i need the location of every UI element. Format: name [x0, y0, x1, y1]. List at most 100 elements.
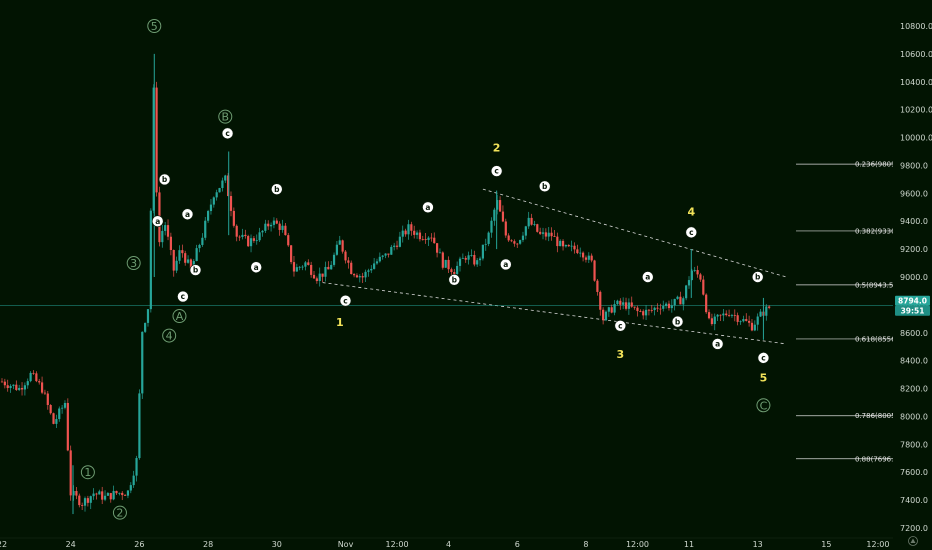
- candle-body: [659, 309, 661, 310]
- candle-body: [350, 263, 352, 274]
- candle-body: [27, 381, 29, 385]
- candle-body: [714, 317, 716, 324]
- candle-body: [90, 496, 92, 503]
- candle-body: [545, 232, 547, 236]
- x-tick-label: 15: [821, 540, 831, 549]
- candle-body: [38, 381, 40, 382]
- y-tick-label: 9600.0: [900, 189, 928, 198]
- candle-body: [465, 258, 467, 260]
- candle-body: [708, 312, 710, 318]
- wave-label-primary: 1: [336, 316, 344, 329]
- candle-body: [682, 298, 684, 304]
- candle-body: [639, 311, 641, 312]
- wave-label-primary: 4: [687, 206, 695, 219]
- fib-level-label: 0.5(8943.5): [855, 281, 896, 289]
- candle-body: [551, 233, 553, 236]
- candle-body: [12, 385, 14, 386]
- candle-body: [290, 245, 292, 262]
- candle-body: [413, 231, 415, 235]
- candle-body: [261, 231, 263, 232]
- wave-label-circled: B: [222, 111, 230, 124]
- x-tick-label: 22: [0, 540, 7, 549]
- x-tick-label: 4: [446, 540, 451, 549]
- candle-body: [608, 307, 610, 311]
- candle-body: [144, 323, 146, 332]
- candle-body: [98, 491, 100, 494]
- candle-body: [104, 496, 106, 500]
- candle-body: [287, 235, 289, 245]
- candle-body: [568, 245, 570, 246]
- candle-body: [585, 257, 587, 259]
- candle-body: [150, 211, 152, 309]
- candle-body: [4, 382, 6, 386]
- candle-body: [654, 308, 656, 310]
- candle-body: [410, 224, 412, 231]
- y-tick-label: 10400.0: [900, 78, 932, 87]
- candle-body: [731, 315, 733, 316]
- wave-label-primary: 2: [493, 142, 501, 155]
- candle-body: [553, 236, 555, 237]
- wave-label-primary: 3: [616, 348, 624, 361]
- candle-body: [479, 259, 481, 261]
- candle-body: [516, 244, 518, 245]
- candle-body: [588, 256, 590, 260]
- candle-body: [181, 250, 183, 253]
- candle-body: [7, 385, 9, 388]
- candle-body: [510, 240, 512, 241]
- candle-body: [396, 246, 398, 247]
- candle-body: [273, 221, 275, 225]
- candle-body: [236, 226, 238, 237]
- sub-wave-label: a: [503, 260, 508, 269]
- candle-body: [745, 319, 747, 321]
- y-tick-label: 9200.0: [900, 245, 928, 254]
- candle-body: [178, 250, 180, 261]
- candle-body: [61, 408, 63, 409]
- candle-body: [439, 252, 441, 253]
- candle-body: [264, 224, 266, 231]
- candle-body: [522, 236, 524, 240]
- candle-body: [247, 236, 249, 246]
- candle-body: [221, 181, 223, 188]
- candle-body: [447, 260, 449, 269]
- candle-body: [582, 253, 584, 258]
- candle-body: [702, 280, 704, 295]
- candle-body: [602, 310, 604, 320]
- candle-body: [253, 238, 255, 241]
- candle-body: [47, 394, 49, 405]
- x-tick-label: 6: [515, 540, 520, 549]
- sub-wave-label: b: [675, 317, 681, 326]
- candle-body: [70, 450, 72, 495]
- candle-body: [293, 262, 295, 271]
- x-tick-label: 12:00: [626, 540, 649, 549]
- candle-body: [619, 301, 621, 305]
- candle-body: [751, 323, 753, 331]
- candle-body: [450, 269, 452, 272]
- candle-body: [467, 255, 469, 259]
- candle-body: [613, 304, 615, 312]
- candle-body: [267, 224, 269, 227]
- candle-body: [379, 257, 381, 262]
- candle-body: [296, 267, 298, 271]
- candle-body: [259, 232, 261, 240]
- candle-body: [41, 382, 43, 392]
- candle-body: [611, 307, 613, 312]
- y-tick-label: 8600.0: [900, 329, 928, 338]
- candle-body: [87, 498, 89, 503]
- y-tick-label: 8200.0: [900, 385, 928, 394]
- candle-body: [198, 245, 200, 248]
- candle-body: [556, 237, 558, 246]
- x-tick-label: 30: [272, 540, 282, 549]
- candle-body: [433, 238, 435, 243]
- countdown-badge-value: 39:51: [901, 307, 925, 316]
- candle-body: [376, 261, 378, 263]
- candle-body: [499, 200, 501, 212]
- candle-body: [725, 314, 727, 315]
- candle-body: [728, 315, 730, 316]
- candle-body: [576, 249, 578, 253]
- candle-body: [559, 241, 561, 246]
- sub-wave-label: b: [755, 273, 761, 282]
- candle-body: [213, 197, 215, 204]
- y-tick-label: 10000.0: [900, 134, 932, 143]
- candle-body: [75, 491, 77, 496]
